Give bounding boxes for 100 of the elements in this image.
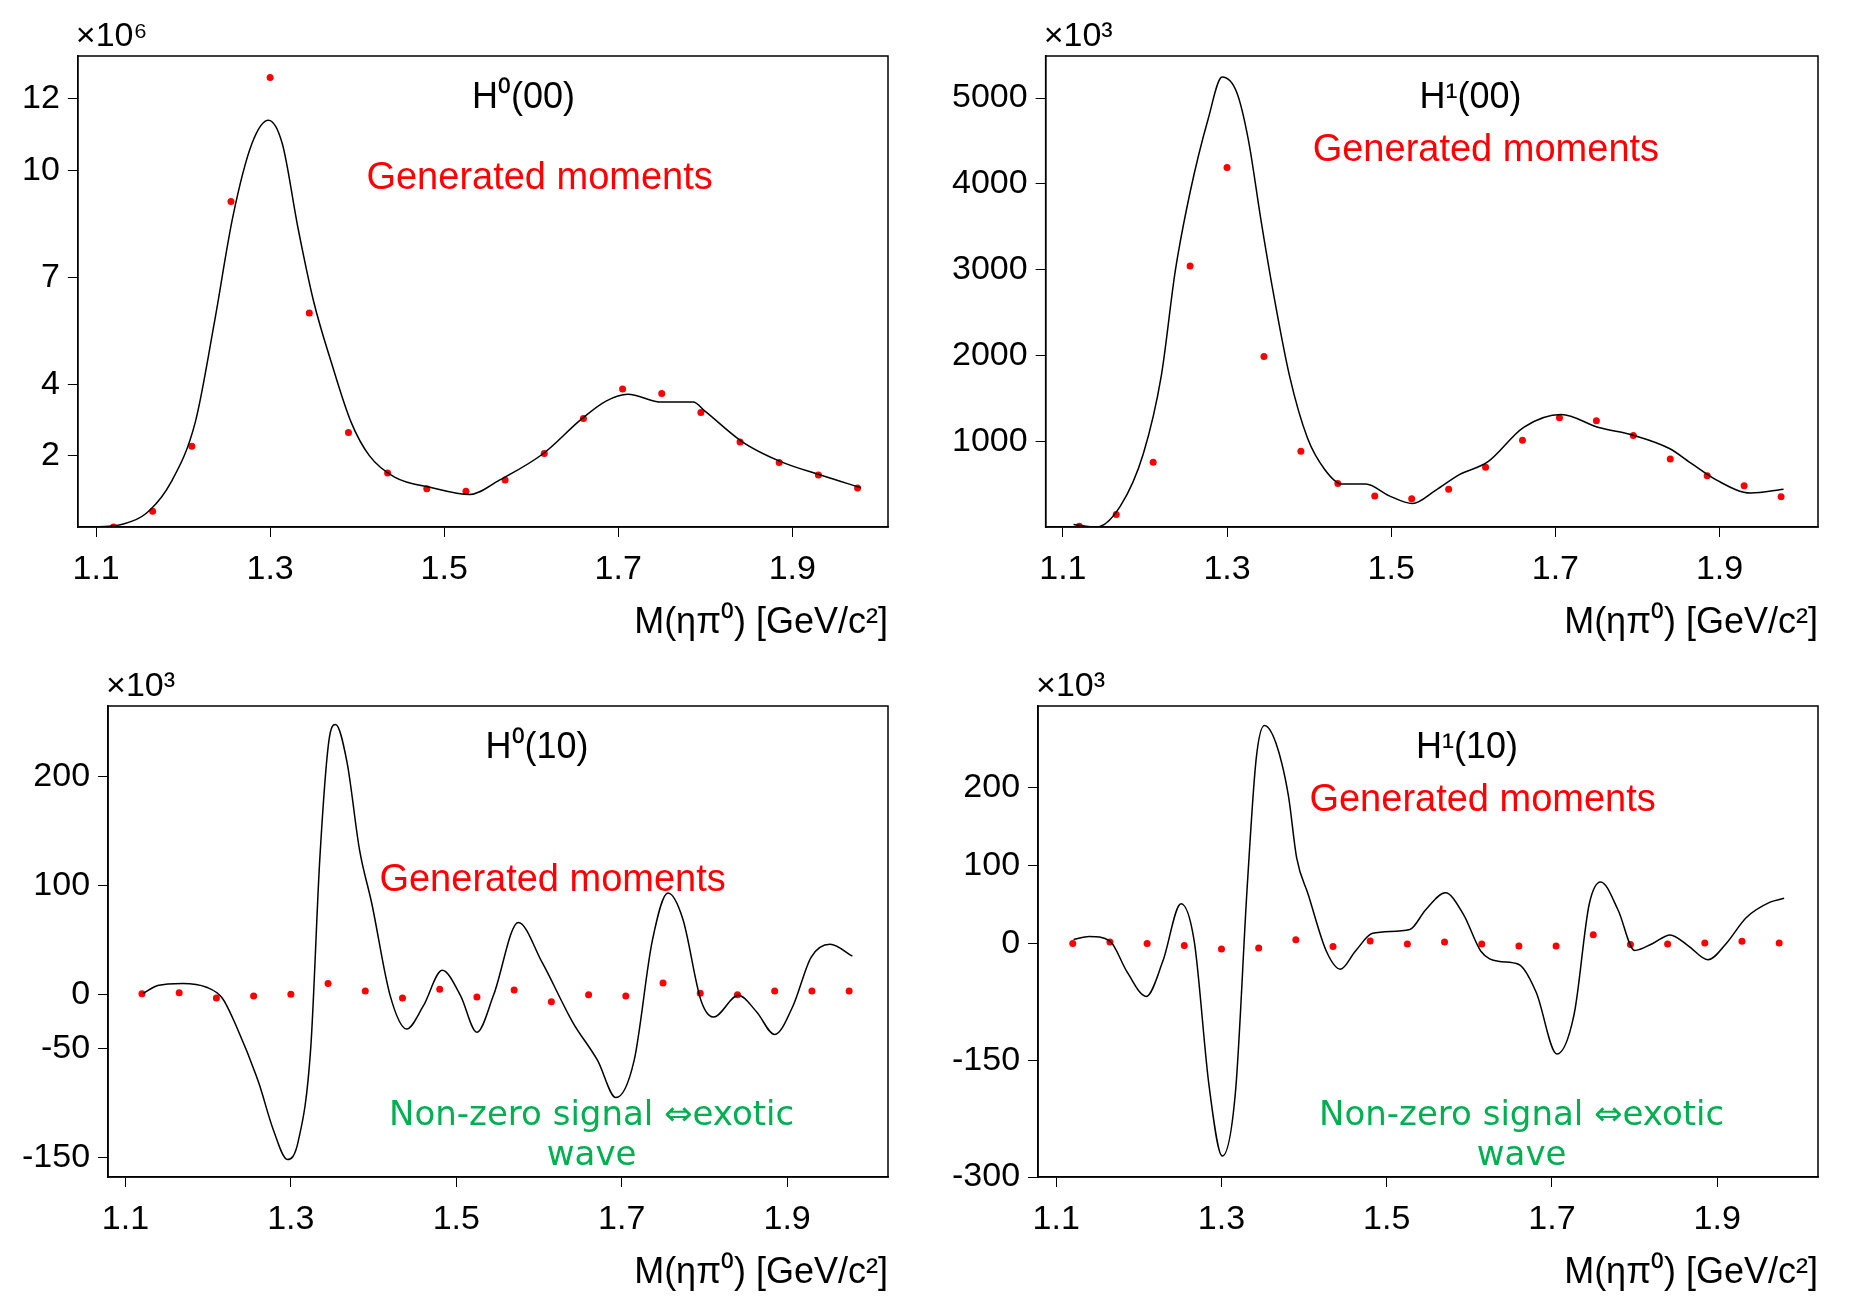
point — [1292, 936, 1300, 944]
x-tick-label: 1.9 — [1693, 1197, 1741, 1236]
point — [510, 986, 518, 994]
point — [622, 992, 630, 1000]
text: H⁰(10) — [485, 725, 589, 767]
x-axis-title: M(ηπ⁰) [GeV/c²] — [634, 600, 888, 642]
point — [399, 994, 406, 1002]
point — [188, 442, 196, 450]
x-tick-label: 1.9 — [1695, 547, 1744, 586]
point — [266, 73, 274, 81]
point — [287, 990, 295, 998]
point — [1371, 492, 1379, 500]
y-tick-label: -300 — [951, 1155, 1021, 1194]
x-tick-label: 1.5 — [432, 1197, 480, 1236]
x-tick-label: 1.3 — [1203, 547, 1251, 586]
y-tick-label: 2000 — [952, 333, 1028, 372]
y-axis-title: ×10⁶ — [75, 15, 148, 54]
x-tick-label: 1.7 — [1528, 1197, 1576, 1236]
point — [1666, 455, 1674, 463]
y-tick-label: 4000 — [952, 162, 1028, 201]
point — [697, 408, 705, 416]
x-tick-label: 1.5 — [420, 547, 468, 586]
y-tick-label: 2 — [40, 434, 60, 473]
point — [1515, 942, 1523, 950]
x-tick-label: 1.3 — [267, 1197, 315, 1236]
point — [175, 989, 183, 997]
point — [1149, 458, 1157, 466]
point — [1186, 262, 1194, 270]
point — [227, 198, 235, 206]
point — [1701, 939, 1709, 947]
point — [473, 993, 481, 1001]
point — [1775, 939, 1783, 947]
y-tick-label: 1000 — [952, 419, 1028, 458]
x-tick-label: 1.1 — [72, 547, 120, 586]
point — [1478, 940, 1486, 948]
point — [659, 979, 667, 987]
x-tick-label: 1.3 — [246, 547, 294, 586]
y-tick-label: 10 — [21, 148, 60, 187]
point — [1329, 943, 1337, 951]
point — [1519, 436, 1527, 444]
x-tick-label: 1.7 — [1531, 547, 1579, 586]
point — [436, 985, 444, 993]
y-tick-label: 100 — [33, 863, 91, 902]
point — [1777, 493, 1785, 501]
point — [1297, 447, 1305, 455]
text: H¹(10) — [1416, 725, 1519, 767]
y-tick-label: 3000 — [952, 248, 1028, 286]
point — [658, 390, 666, 398]
text: Generated moments — [1309, 776, 1656, 819]
y-axis-title: ×10³ — [106, 665, 176, 704]
point — [585, 991, 593, 999]
point — [1664, 940, 1672, 948]
x-tick-label: 1.7 — [598, 1197, 646, 1236]
point — [1592, 417, 1600, 425]
x-tick-label: 1.1 — [101, 1197, 150, 1236]
x-axis-title: M(ηπ⁰) [GeV/c²] — [1564, 600, 1818, 642]
point — [361, 987, 369, 995]
point — [1217, 945, 1225, 953]
point — [1143, 939, 1151, 947]
x-tick-label: 1.7 — [594, 547, 642, 586]
point — [305, 309, 313, 317]
point — [619, 385, 627, 393]
point — [1366, 937, 1374, 945]
text: Generated moments — [366, 154, 713, 197]
point — [250, 992, 258, 1000]
y-tick-label: 7 — [40, 255, 60, 294]
x-tick-label: 1.5 — [1367, 547, 1415, 586]
x-tick-label: 1.9 — [763, 1197, 811, 1236]
point — [1408, 495, 1416, 503]
y-tick-label: -50 — [40, 1027, 91, 1066]
point — [1069, 939, 1077, 947]
y-tick-label: 5000 — [952, 76, 1028, 115]
y-tick-label: 100 — [963, 843, 1021, 882]
point — [1589, 931, 1597, 939]
point — [1180, 942, 1188, 950]
x-tick-label: 1.5 — [1363, 1197, 1411, 1236]
text: H¹(00) — [1419, 75, 1522, 117]
y-tick-label: 12 — [21, 77, 60, 116]
point — [1223, 164, 1231, 172]
point — [1740, 482, 1748, 490]
point — [1403, 940, 1411, 948]
point — [1441, 938, 1449, 946]
text: Generated moments — [379, 856, 726, 899]
point — [344, 428, 352, 436]
point — [547, 998, 555, 1006]
x-tick-label: 1.1 — [1039, 547, 1087, 586]
point — [771, 987, 779, 995]
x-tick-label: 1.3 — [1197, 1197, 1246, 1236]
y-tick-label: 4 — [40, 362, 60, 401]
x-tick-label: 1.1 — [1032, 1197, 1080, 1236]
x-tick-label: 1.9 — [768, 547, 816, 586]
text: H⁰(00) — [471, 75, 575, 117]
y-tick-label: 0 — [1001, 921, 1021, 960]
point — [1445, 485, 1453, 493]
point — [149, 507, 157, 515]
point — [212, 994, 220, 1002]
y-axis-title: ×10³ — [1043, 15, 1113, 54]
y-axis-title: ×10³ — [1036, 665, 1106, 704]
point — [1552, 942, 1560, 950]
point — [1255, 944, 1263, 952]
